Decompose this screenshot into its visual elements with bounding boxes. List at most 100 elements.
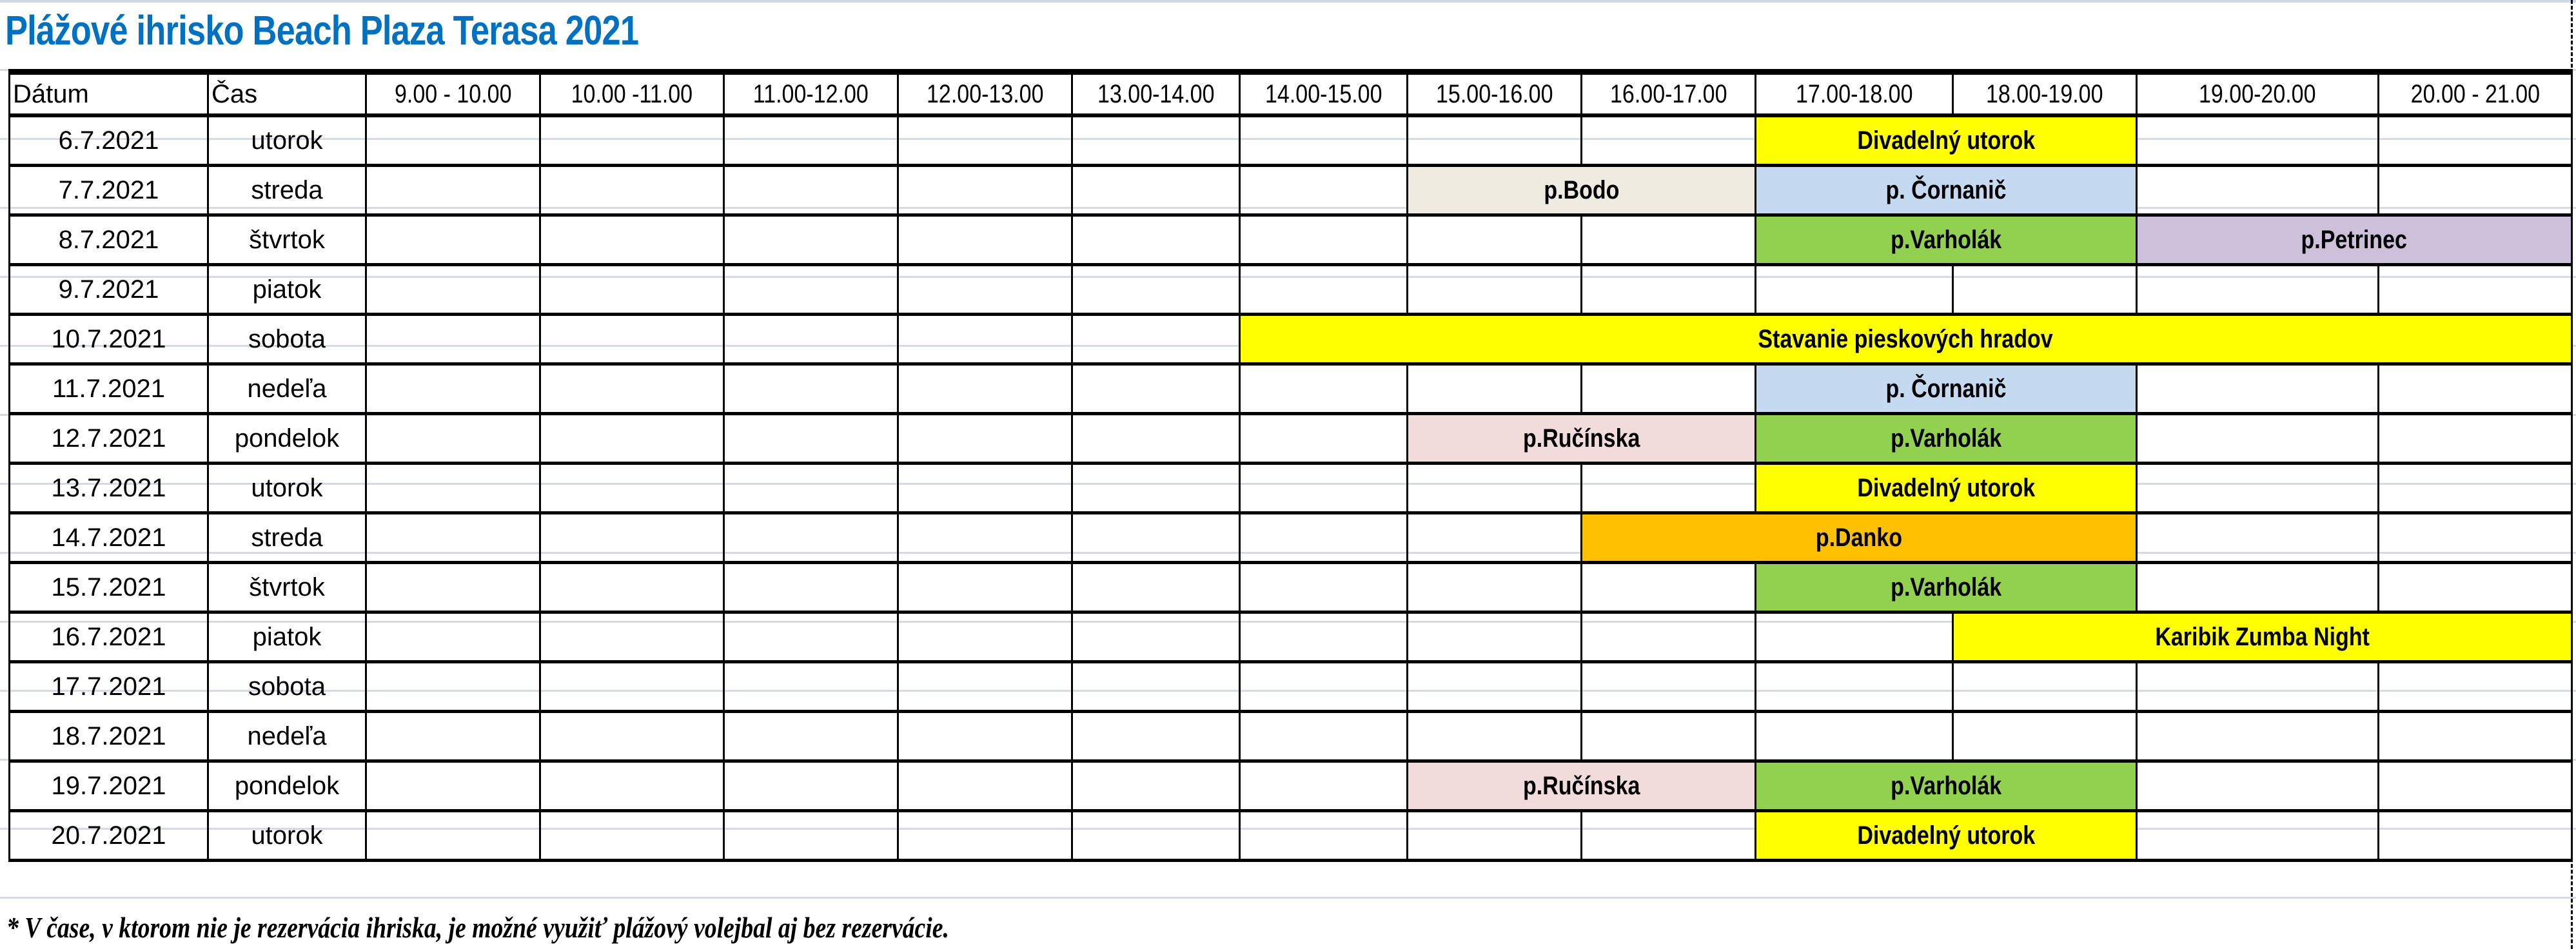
empty-slot-cell[interactable] (2136, 114, 2379, 167)
empty-slot-cell[interactable] (365, 512, 541, 564)
empty-slot-cell[interactable] (539, 462, 725, 514)
empty-slot-cell[interactable] (539, 710, 725, 763)
empty-slot-cell[interactable] (539, 512, 725, 564)
empty-slot-cell[interactable] (1239, 562, 1408, 614)
date-cell[interactable]: 17.7.2021 (8, 661, 209, 713)
empty-slot-cell[interactable] (1406, 661, 1582, 713)
empty-slot-cell[interactable] (1406, 363, 1582, 415)
empty-slot-cell[interactable] (2377, 264, 2573, 316)
empty-slot-cell[interactable] (1406, 512, 1582, 564)
day-cell[interactable]: utorok (207, 462, 367, 514)
empty-slot-cell[interactable] (2377, 760, 2573, 812)
empty-slot-cell[interactable] (1755, 611, 1954, 663)
empty-slot-cell[interactable] (539, 661, 725, 713)
empty-slot-cell[interactable] (1406, 710, 1582, 763)
empty-slot-cell[interactable] (1071, 363, 1241, 415)
day-cell[interactable]: pondelok (207, 760, 367, 812)
empty-slot-cell[interactable] (1239, 512, 1408, 564)
empty-slot-cell[interactable] (897, 710, 1073, 763)
empty-slot-cell[interactable] (365, 214, 541, 266)
empty-slot-cell[interactable] (723, 363, 899, 415)
empty-slot-cell[interactable] (2377, 363, 2573, 415)
empty-slot-cell[interactable] (897, 562, 1073, 614)
day-cell[interactable]: nedeľa (207, 363, 367, 415)
empty-slot-cell[interactable] (1406, 562, 1582, 614)
empty-slot-cell[interactable] (1071, 264, 1241, 316)
empty-slot-cell[interactable] (1071, 164, 1241, 217)
empty-slot-cell[interactable] (723, 313, 899, 366)
event-cell[interactable]: p.Ručínska (1406, 760, 1756, 812)
day-cell[interactable]: štvrtok (207, 214, 367, 266)
empty-slot-cell[interactable] (723, 164, 899, 217)
event-cell[interactable]: p.Varholák (1755, 214, 2138, 266)
empty-slot-cell[interactable] (723, 512, 899, 564)
empty-slot-cell[interactable] (365, 363, 541, 415)
event-cell[interactable]: Stavanie pieskových hradov (1239, 313, 2573, 366)
empty-slot-cell[interactable] (1239, 114, 1408, 167)
date-cell[interactable]: 14.7.2021 (8, 512, 209, 564)
empty-slot-cell[interactable] (1755, 661, 1954, 713)
day-cell[interactable]: sobota (207, 661, 367, 713)
day-cell[interactable]: piatok (207, 611, 367, 663)
empty-slot-cell[interactable] (2377, 114, 2573, 167)
empty-slot-cell[interactable] (2377, 413, 2573, 465)
empty-slot-cell[interactable] (1071, 760, 1241, 812)
empty-slot-cell[interactable] (897, 363, 1073, 415)
empty-slot-cell[interactable] (2136, 562, 2379, 614)
empty-slot-cell[interactable] (723, 562, 899, 614)
empty-slot-cell[interactable] (1239, 214, 1408, 266)
empty-slot-cell[interactable] (1239, 363, 1408, 415)
empty-slot-cell[interactable] (723, 661, 899, 713)
empty-slot-cell[interactable] (897, 611, 1073, 663)
empty-slot-cell[interactable] (1406, 114, 1582, 167)
empty-slot-cell[interactable] (897, 810, 1073, 862)
empty-slot-cell[interactable] (1239, 710, 1408, 763)
empty-slot-cell[interactable] (897, 462, 1073, 514)
empty-slot-cell[interactable] (1580, 264, 1756, 316)
empty-slot-cell[interactable] (539, 760, 725, 812)
event-cell[interactable]: p.Petrinec (2136, 214, 2573, 266)
event-cell[interactable]: Karibik Zumba Night (1952, 611, 2573, 663)
empty-slot-cell[interactable] (1580, 562, 1756, 614)
empty-slot-cell[interactable] (1406, 810, 1582, 862)
empty-slot-cell[interactable] (2377, 661, 2573, 713)
event-cell[interactable]: p.Ručínska (1406, 413, 1756, 465)
date-cell[interactable]: 15.7.2021 (8, 562, 209, 614)
empty-slot-cell[interactable] (1406, 611, 1582, 663)
event-cell[interactable]: p.Bodo (1406, 164, 1756, 217)
empty-slot-cell[interactable] (1071, 413, 1241, 465)
empty-slot-cell[interactable] (1406, 214, 1582, 266)
empty-slot-cell[interactable] (365, 562, 541, 614)
empty-slot-cell[interactable] (897, 214, 1073, 266)
day-cell[interactable]: streda (207, 164, 367, 217)
empty-slot-cell[interactable] (365, 462, 541, 514)
empty-slot-cell[interactable] (365, 710, 541, 763)
empty-slot-cell[interactable] (539, 562, 725, 614)
empty-slot-cell[interactable] (2377, 164, 2573, 217)
empty-slot-cell[interactable] (365, 611, 541, 663)
empty-slot-cell[interactable] (2377, 512, 2573, 564)
empty-slot-cell[interactable] (1239, 760, 1408, 812)
date-cell[interactable]: 7.7.2021 (8, 164, 209, 217)
empty-slot-cell[interactable] (1071, 710, 1241, 763)
empty-slot-cell[interactable] (723, 462, 899, 514)
empty-slot-cell[interactable] (1952, 264, 2138, 316)
day-cell[interactable]: streda (207, 512, 367, 564)
date-cell[interactable]: 19.7.2021 (8, 760, 209, 812)
empty-slot-cell[interactable] (1406, 462, 1582, 514)
empty-slot-cell[interactable] (1580, 611, 1756, 663)
empty-slot-cell[interactable] (897, 264, 1073, 316)
date-cell[interactable]: 10.7.2021 (8, 313, 209, 366)
empty-slot-cell[interactable] (1071, 611, 1241, 663)
empty-slot-cell[interactable] (539, 313, 725, 366)
empty-slot-cell[interactable] (539, 114, 725, 167)
empty-slot-cell[interactable] (2136, 363, 2379, 415)
day-cell[interactable]: štvrtok (207, 562, 367, 614)
date-cell[interactable]: 6.7.2021 (8, 114, 209, 167)
empty-slot-cell[interactable] (723, 760, 899, 812)
empty-slot-cell[interactable] (897, 661, 1073, 713)
empty-slot-cell[interactable] (1239, 413, 1408, 465)
date-cell[interactable]: 16.7.2021 (8, 611, 209, 663)
event-cell[interactable]: p.Danko (1580, 512, 2138, 564)
day-cell[interactable]: sobota (207, 313, 367, 366)
